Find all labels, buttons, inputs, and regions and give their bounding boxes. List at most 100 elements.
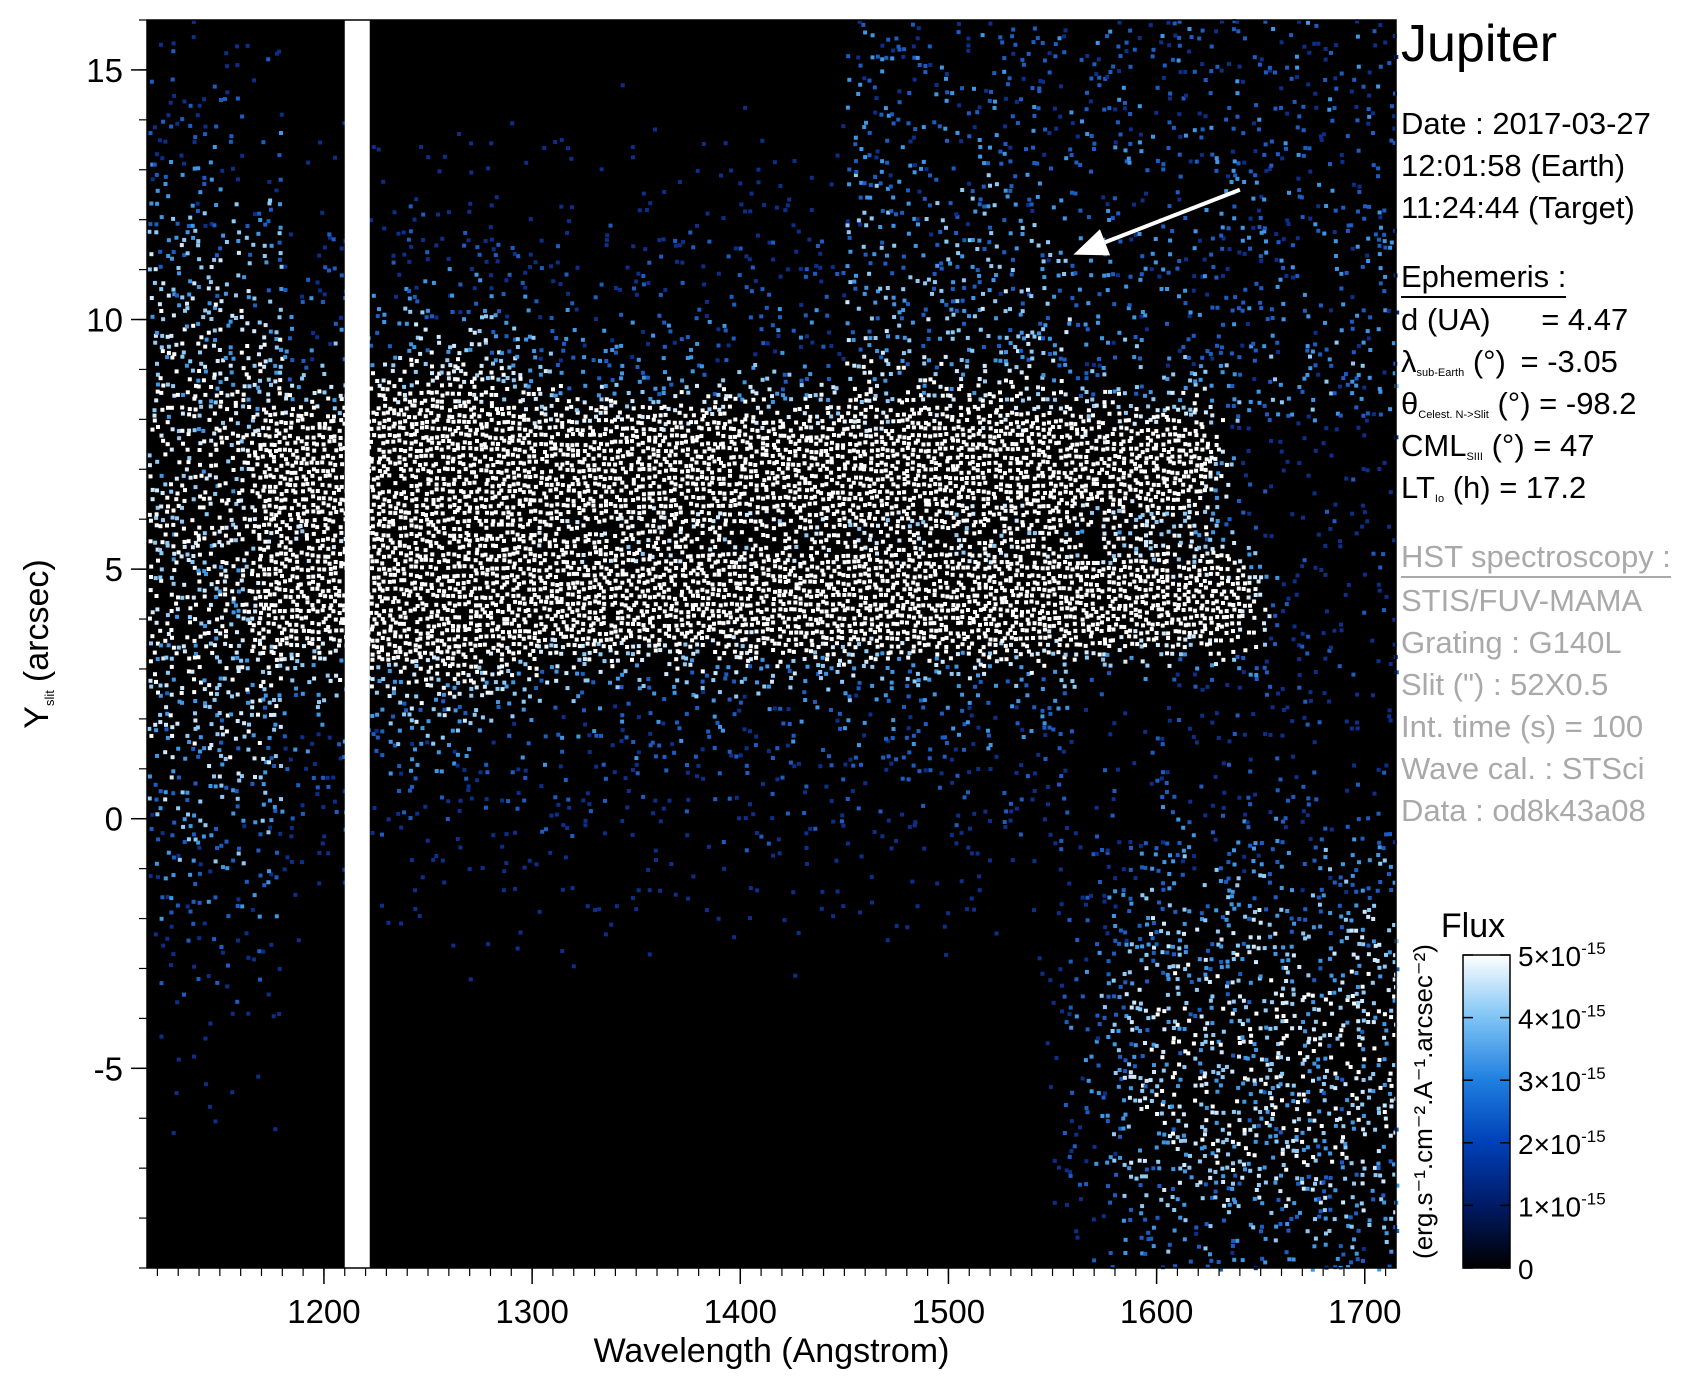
spectrum-cell	[231, 356, 236, 361]
spectrum-cell	[628, 607, 633, 612]
spectrum-cell	[377, 547, 382, 552]
spectrum-cell	[425, 740, 430, 745]
spectrum-cell	[477, 487, 482, 492]
spectrum-cell	[496, 411, 501, 415]
spectrum-cell	[419, 586, 424, 591]
spectrum-cell	[680, 260, 685, 265]
spectrum-cell	[447, 601, 452, 606]
spectrum-cell	[255, 657, 260, 662]
spectrum-cell	[387, 662, 391, 667]
spectrum-cell	[296, 502, 301, 507]
spectrum-cell	[615, 676, 620, 681]
spectrum-cell	[477, 665, 482, 670]
spectrum-cell	[414, 694, 419, 699]
spectrum-cell	[283, 564, 288, 569]
spectrum-cell	[396, 655, 401, 660]
spectrum-cell	[431, 741, 436, 746]
spectrum-cell	[500, 412, 505, 417]
spectrum-cell	[375, 735, 380, 740]
spectrum-cell	[171, 313, 176, 318]
spectrum-cell	[704, 410, 709, 415]
spectrum-cell	[588, 551, 592, 556]
spectrum-cell	[408, 649, 413, 654]
spectrum-cell	[474, 571, 479, 576]
spectrum-cell	[370, 559, 375, 564]
spectrum-cell	[445, 683, 450, 688]
spectrum-cell	[392, 384, 397, 389]
spectrum-cell	[515, 574, 520, 579]
spectrum-cell	[489, 294, 494, 299]
spectrum-cell	[369, 386, 374, 391]
spectrum-cell	[198, 818, 203, 823]
spectrum-cell	[664, 460, 669, 464]
spectrum-cell	[669, 603, 674, 608]
spectrum-cell	[707, 427, 712, 432]
spectrum-cell	[669, 607, 674, 611]
spectrum-cell	[674, 623, 679, 628]
spectrum-cell	[217, 529, 222, 534]
spectrum-cell	[294, 693, 298, 697]
spectrum-cell	[679, 440, 684, 445]
spectrum-cell	[587, 532, 592, 537]
spectrum-cell	[661, 721, 666, 726]
spectrum-cell	[293, 440, 298, 445]
spectrum-cell	[618, 448, 622, 453]
spectrum-cell	[199, 404, 204, 409]
spectrum-cell	[445, 628, 450, 633]
spectrum-cell	[228, 319, 233, 324]
spectrum-cell	[700, 523, 705, 528]
spectrum-cell	[149, 79, 154, 84]
spectrum-cell	[208, 404, 213, 409]
spectrum-cell	[571, 581, 576, 586]
spectrum-cell	[328, 571, 333, 576]
spectrum-cell	[707, 489, 712, 494]
spectrum-cell	[240, 638, 245, 643]
spectrum-cell	[545, 476, 550, 481]
spectrum-cell	[507, 427, 512, 431]
spectrum-cell	[511, 680, 516, 685]
spectrum-cell	[245, 224, 250, 228]
spectrum-cell	[278, 337, 283, 342]
spectrum-cell	[231, 522, 236, 527]
spectrum-cell	[408, 589, 413, 594]
spectrum-cell	[501, 447, 506, 452]
spectrum-cell	[425, 571, 430, 576]
spectrum-cell	[410, 473, 415, 478]
spectrum-cell	[207, 417, 212, 422]
spectrum-cell	[693, 635, 698, 640]
spectrum-cell	[620, 83, 625, 88]
spectrum-cell	[533, 516, 538, 521]
spectrum-cell	[539, 348, 544, 353]
spectrum-cell	[402, 412, 407, 417]
spectrum-cell	[290, 397, 295, 402]
spectrum-cell	[507, 436, 512, 441]
spectrum-cell	[474, 685, 479, 690]
spectrum-cell	[637, 208, 642, 213]
spectrum-cell	[448, 408, 452, 413]
spectrum-cell	[269, 818, 274, 823]
spectrum-cell	[680, 589, 684, 594]
spectrum-cell	[318, 593, 323, 597]
spectrum-cell	[290, 678, 295, 683]
spectrum-cell	[594, 764, 599, 769]
spectrum-cell	[235, 557, 240, 562]
spectrum-cell	[702, 282, 707, 287]
spectrum-cell	[182, 253, 187, 258]
spectrum-cell	[251, 529, 256, 534]
spectrum-cell	[475, 778, 479, 783]
spectrum-cell	[581, 587, 586, 592]
spectrum-cell	[538, 510, 543, 515]
spectrum-cell	[331, 578, 336, 583]
spectrum-cell	[693, 754, 698, 759]
spectrum-cell	[383, 596, 388, 601]
spectrum-cell	[625, 450, 630, 455]
spectrum-cell	[715, 720, 720, 725]
spectrum-cell	[560, 548, 565, 553]
spectrum-cell	[402, 578, 407, 583]
spectrum-cell	[336, 487, 341, 492]
spectrum-cell	[434, 769, 439, 773]
spectrum-cell	[158, 683, 163, 688]
spectrum-cell	[406, 680, 411, 685]
